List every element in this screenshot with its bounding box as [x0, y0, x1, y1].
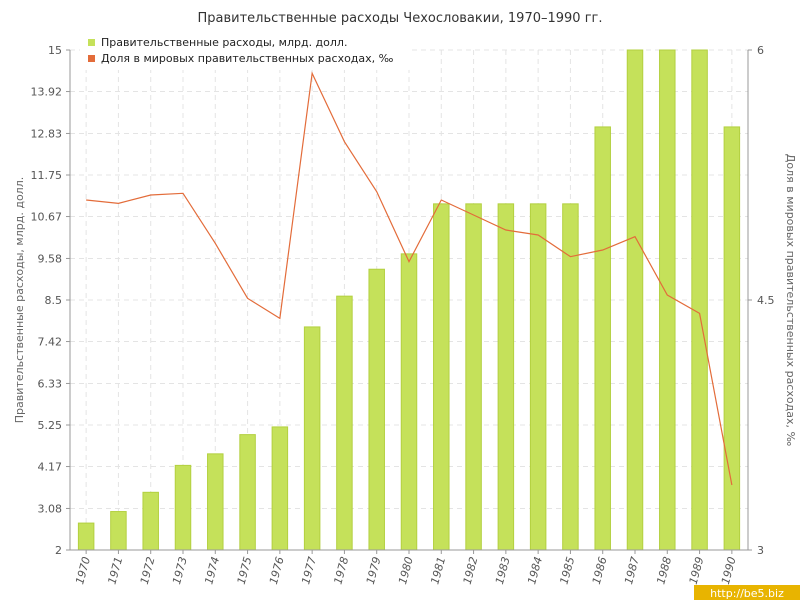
- bar: [594, 126, 611, 551]
- watermark: http://be5.biz: [694, 585, 800, 600]
- x-tick-label: 1986: [590, 555, 610, 585]
- bar: [77, 522, 95, 551]
- bar: [465, 203, 482, 551]
- y-tick-label-left: 4.17: [38, 461, 63, 474]
- y-tick-label-left: 9.58: [38, 252, 63, 265]
- x-tick-label: 1976: [267, 555, 287, 585]
- x-tick-label: 1990: [719, 555, 739, 585]
- y-ticks-left: 2 3.08 4.17 5.25 6.33 7.42 8.5 9.58 10.67 11.75 12…: [31, 44, 70, 557]
- y-tick-label-left: 12.83: [31, 127, 63, 140]
- bar: [497, 203, 515, 551]
- x-tick-label: 1985: [558, 555, 578, 585]
- y-tick-label-left: 3.08: [38, 502, 63, 515]
- y-axis-label-left: Правительственные расходы, млрд. долл.: [13, 177, 26, 423]
- x-tick-label: 1981: [428, 555, 448, 585]
- y-tick-label-left: 8.5: [45, 294, 63, 307]
- legend: Правительственные расходы, млрд. долл. Д…: [80, 32, 412, 70]
- bar: [239, 434, 256, 551]
- x-tick-label: 1972: [138, 555, 158, 585]
- legend-label-line: Доля в мировых правительственных расхода…: [101, 52, 394, 65]
- x-tick-label: 1988: [654, 555, 674, 585]
- y-ticks-right: 34.56: [748, 44, 775, 557]
- line-path: [86, 71, 733, 486]
- y-tick-label-right: 4.5: [757, 294, 775, 307]
- bar: [400, 253, 418, 551]
- line-series: [86, 71, 733, 486]
- y-tick-label-right: 3: [757, 544, 764, 557]
- x-tick-label: 1973: [170, 555, 190, 585]
- bar: [368, 268, 385, 551]
- watermark-box: [694, 585, 800, 600]
- bar: [723, 126, 741, 551]
- y-tick-label-right: 6: [757, 44, 764, 57]
- bar: [433, 203, 450, 551]
- x-tick-label: 1974: [202, 555, 222, 585]
- bar: [659, 49, 676, 551]
- x-tick-label: 1978: [332, 555, 352, 585]
- y-tick-label-left: 5.25: [38, 419, 63, 432]
- bar: [271, 426, 289, 551]
- x-tick-label: 1975: [235, 555, 255, 585]
- bar: [110, 511, 127, 551]
- watermark-text: http://be5.biz: [710, 587, 784, 600]
- y-tick-label-left: 13.92: [31, 86, 63, 99]
- x-tick-label: 1982: [461, 555, 481, 585]
- bar: [303, 326, 321, 551]
- y-tick-label-left: 6.33: [38, 377, 63, 390]
- y-tick-label-left: 7.42: [38, 336, 63, 349]
- x-tick-label: 1987: [622, 555, 642, 585]
- bar: [142, 491, 159, 551]
- y-tick-label-left: 2: [55, 544, 62, 557]
- legend-label-bars: Правительственные расходы, млрд. долл.: [101, 36, 347, 49]
- x-tick-label: 1984: [525, 555, 545, 585]
- bar: [529, 203, 547, 551]
- x-tick-label: 1983: [493, 555, 513, 585]
- y-axis-label-right: Доля в мировых правительственных расхода…: [784, 154, 797, 447]
- bar: [691, 49, 708, 551]
- bar: [336, 295, 353, 551]
- x-tick-label: 1970: [73, 555, 93, 585]
- x-tick-label: 1980: [396, 555, 416, 585]
- bar: [207, 453, 224, 551]
- x-tick-label: 1971: [106, 555, 126, 585]
- y-tick-label-left: 15: [48, 44, 62, 57]
- x-ticks: 1970 1971 1972 1973 1974 1975 1976 1977 1978 1979…: [73, 550, 739, 586]
- y-tick-label-left: 11.75: [31, 169, 63, 182]
- x-tick-label: 1977: [299, 555, 319, 585]
- x-tick-label: 1989: [687, 555, 707, 585]
- x-tick-label: 1979: [364, 555, 384, 585]
- bar: [174, 464, 192, 551]
- bar: [626, 49, 644, 551]
- legend-swatch-bars: [88, 39, 95, 46]
- legend-swatch-line: [88, 55, 95, 62]
- legend-box: [80, 32, 412, 70]
- y-tick-label-left: 10.67: [31, 211, 63, 224]
- chart-title: Правительственные расходы Чехословакии, …: [197, 11, 602, 26]
